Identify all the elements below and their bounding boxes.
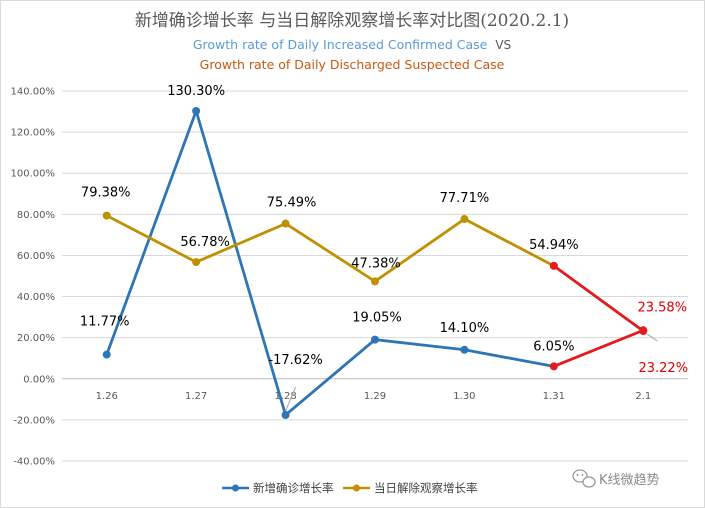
series-line-highlight-1	[552, 264, 645, 333]
y-tick-label: 40.00%	[17, 292, 55, 303]
series-line-1	[106, 214, 555, 283]
data-point	[549, 261, 558, 270]
legend-marker-confirmed	[232, 484, 239, 492]
data-point	[281, 219, 290, 228]
data-point	[281, 410, 290, 419]
legend-marker-discharged	[353, 484, 360, 492]
x-tick-label: 1.27	[185, 391, 207, 402]
chart-subtitle-line1: Growth rate of Daily Increased Confirmed…	[193, 37, 511, 52]
y-tick-label: 100.00%	[11, 169, 56, 180]
subtitle-vs: VS	[495, 38, 511, 52]
y-tick-label: 0.00%	[23, 374, 55, 385]
legend-label-confirmed: 新增确诊增长率	[253, 481, 334, 495]
data-label: 56.78%	[180, 235, 230, 250]
y-tick-label: 20.00%	[17, 333, 55, 344]
data-point	[102, 350, 111, 359]
x-tick-label: 1.26	[96, 391, 118, 402]
y-tick-label: 60.00%	[17, 251, 55, 262]
data-point	[371, 335, 379, 344]
data-point	[192, 106, 201, 115]
watermark-text: K线微趋势	[599, 472, 660, 488]
data-label: 130.30%	[167, 84, 225, 99]
data-point	[371, 277, 379, 286]
data-label: 77.71%	[440, 191, 490, 206]
data-label: 54.94%	[529, 238, 579, 253]
x-tick-label: 1.28	[274, 391, 296, 402]
x-tick-label: 1.31	[543, 391, 565, 402]
y-tick-label: -20.00%	[13, 415, 55, 426]
data-point	[549, 362, 558, 371]
data-label: 23.58%	[637, 300, 687, 315]
x-axis-tick-labels: 1.26 1.27 1.28 1.29 1.30 1.31 2.1	[96, 391, 652, 402]
data-point	[639, 327, 648, 336]
x-tick-label: 1.30	[453, 391, 475, 402]
subtitle-discharged: Growth rate of Daily Discharged Suspecte…	[200, 57, 505, 72]
subtitle-confirmed: Growth rate of Daily Increased Confirmed…	[193, 37, 488, 52]
y-axis-tick-labels: 140.00% 120.00% 100.00% 80.00% 60.00% 40.00% 2…	[11, 87, 56, 468]
y-tick-label: 140.00%	[11, 87, 56, 98]
wechat-icon	[572, 469, 596, 488]
series-line-0	[105, 109, 555, 417]
data-labels: 11.77% 130.30% -17.62% 19.05% 14.10% 6.05% 23.…	[80, 84, 688, 376]
watermark: K线微趋势	[572, 469, 660, 488]
data-point	[460, 215, 469, 224]
x-tick-label: 1.29	[364, 391, 386, 402]
leader-line	[646, 333, 658, 342]
series-lines	[105, 109, 645, 417]
series-line-highlight-0	[552, 328, 645, 368]
x-tick-label: 2.1	[635, 391, 651, 402]
y-tick-label: 120.00%	[11, 128, 56, 139]
data-point	[460, 345, 469, 354]
data-point	[192, 258, 201, 267]
data-label: 19.05%	[352, 311, 402, 326]
data-label: 75.49%	[267, 196, 317, 211]
legend: 新增确诊增长率 当日解除观察增长率	[222, 481, 478, 495]
leader-line	[285, 386, 297, 412]
grid-lines	[62, 90, 688, 462]
data-label: 47.38%	[351, 256, 401, 271]
data-label: 14.10%	[440, 321, 490, 336]
series-markers	[102, 106, 648, 419]
data-label: 79.38%	[81, 186, 131, 201]
chart-title: 新增确诊增长率 与当日解除观察增长率对比图(2020.2.1)	[135, 11, 569, 31]
legend-item-confirmed: 新增确诊增长率	[222, 481, 334, 495]
data-point	[102, 211, 111, 220]
data-label: 11.77%	[80, 315, 130, 330]
legend-item-discharged: 当日解除观察增长率	[343, 481, 478, 495]
data-label: -17.62%	[268, 353, 322, 368]
label-leader-lines	[285, 333, 658, 412]
data-label: 6.05%	[533, 339, 574, 354]
legend-label-discharged: 当日解除观察增长率	[374, 481, 478, 495]
y-tick-label: -40.00%	[13, 457, 55, 468]
data-label: 23.22%	[638, 361, 688, 376]
y-tick-label: 80.00%	[17, 210, 55, 221]
